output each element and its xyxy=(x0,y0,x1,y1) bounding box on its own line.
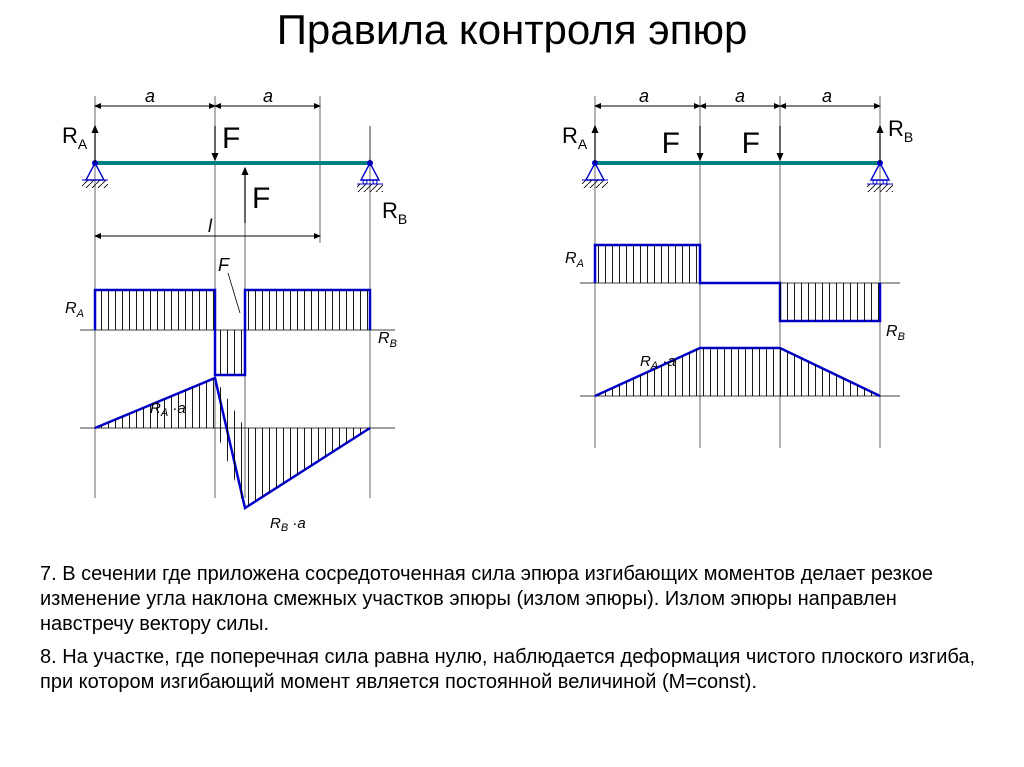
diagrams-svg: a a l RA F F RB F RA RB xyxy=(0,58,1024,558)
left-shear: F RA RB xyxy=(65,255,397,375)
svg-text:RB: RB xyxy=(886,323,905,343)
right-moment: RA ·a xyxy=(580,348,900,396)
svg-text:a: a xyxy=(263,86,273,106)
svg-text:RA ·a: RA ·a xyxy=(150,400,186,419)
svg-text:RB ·a: RB ·a xyxy=(270,515,306,534)
right-shear: RA RB xyxy=(565,245,905,343)
svg-text:a: a xyxy=(639,86,649,106)
svg-text:l: l xyxy=(208,216,213,236)
svg-text:F: F xyxy=(222,122,240,155)
right-diagram: a a a RA RB F F RA RB RA ·a xyxy=(562,86,913,448)
page-title: Правила контроля эпюр xyxy=(0,0,1024,58)
svg-text:F: F xyxy=(742,127,760,160)
svg-text:a: a xyxy=(145,86,155,106)
diagram-area: a a l RA F F RB F RA RB xyxy=(0,58,1024,558)
rule-7-text: 7. В сечении где приложена сосредоточенн… xyxy=(0,558,1024,641)
svg-text:RB: RB xyxy=(382,198,407,227)
svg-text:RA ·a: RA ·a xyxy=(640,353,676,372)
svg-text:a: a xyxy=(822,86,832,106)
svg-text:RA: RA xyxy=(562,123,588,152)
svg-text:F: F xyxy=(218,255,230,275)
rule-8-text: 8. На участке, где поперечная сила равна… xyxy=(0,641,1024,699)
left-moment: RA ·a RB ·a xyxy=(80,378,395,534)
svg-text:RB: RB xyxy=(888,116,913,145)
svg-text:RA: RA xyxy=(565,250,584,270)
left-diagram: a a l RA F F RB F RA RB xyxy=(62,86,407,534)
svg-text:F: F xyxy=(662,127,680,160)
svg-text:RB: RB xyxy=(378,330,397,350)
svg-text:RA: RA xyxy=(65,300,84,320)
svg-text:RA: RA xyxy=(62,123,88,152)
svg-text:a: a xyxy=(735,86,745,106)
svg-text:F: F xyxy=(252,182,270,215)
